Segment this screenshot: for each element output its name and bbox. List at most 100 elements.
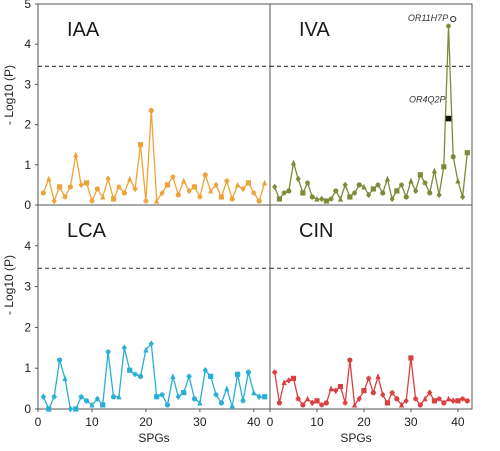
lca-data-point bbox=[121, 344, 127, 351]
iaa-data-point bbox=[137, 142, 144, 148]
series-layer bbox=[40, 15, 470, 413]
lca-data-point bbox=[256, 393, 262, 400]
lca-data-point bbox=[175, 393, 181, 400]
iva-data-point bbox=[436, 191, 442, 199]
iva-data-point bbox=[460, 193, 466, 201]
iva-panel-label: IVA bbox=[299, 19, 330, 41]
iva-data-point bbox=[431, 167, 438, 174]
iaa-data-point bbox=[127, 175, 133, 182]
iaa-data-point bbox=[148, 107, 154, 114]
cin-data-point bbox=[272, 369, 278, 375]
lca-data-point bbox=[105, 349, 111, 355]
iaa-data-point bbox=[132, 185, 138, 193]
cin-panel-label: CIN bbox=[299, 220, 333, 242]
y-tick-label: 4 bbox=[24, 37, 31, 51]
iva-data-point bbox=[337, 195, 344, 202]
iva-data-point bbox=[380, 190, 386, 196]
iaa-data-point bbox=[116, 184, 122, 190]
iaa-data-point bbox=[78, 181, 84, 189]
lca-data-point bbox=[159, 392, 165, 398]
star-mark-stroke bbox=[375, 182, 381, 188]
iaa-data-point bbox=[94, 186, 100, 192]
lca-data-point bbox=[40, 393, 46, 400]
iaa-data-point bbox=[89, 198, 95, 204]
annotation-label: OR11H7P bbox=[408, 13, 448, 23]
lca-data-point bbox=[218, 400, 225, 406]
star-mark-stroke bbox=[52, 394, 57, 399]
x-axis-title-left: SPGs bbox=[138, 431, 169, 445]
star-mark-stroke bbox=[413, 396, 418, 401]
x-tick-label: 20 bbox=[357, 415, 371, 429]
iaa-data-point bbox=[40, 190, 46, 196]
star-mark-stroke bbox=[116, 184, 122, 190]
lca-data-point bbox=[89, 401, 95, 408]
iaa-data-point bbox=[56, 184, 63, 190]
plot-frame bbox=[37, 3, 473, 410]
iaa-data-point bbox=[224, 178, 230, 184]
y-tick-label: 1 bbox=[24, 158, 31, 172]
lca-data-point bbox=[181, 390, 187, 396]
star-mark-stroke bbox=[62, 194, 68, 200]
cin-data-point bbox=[431, 398, 438, 404]
iva-data-point bbox=[342, 181, 348, 189]
star-mark-stroke bbox=[446, 23, 451, 29]
cin-data-point bbox=[445, 395, 452, 402]
lca-data-point bbox=[208, 373, 214, 379]
iva-data-point bbox=[375, 182, 381, 188]
cin-data-point bbox=[394, 396, 400, 402]
iaa-data-point bbox=[191, 184, 198, 190]
iva-data-point bbox=[328, 196, 334, 202]
star-mark-stroke bbox=[197, 194, 203, 200]
iaa-data-point bbox=[170, 174, 176, 180]
iaa-panel-label: IAA bbox=[67, 19, 100, 41]
iva-data-point bbox=[347, 194, 353, 200]
iaa-data-point bbox=[229, 196, 235, 202]
iva-data-point bbox=[427, 190, 433, 196]
y-tick-label: 0 bbox=[24, 198, 31, 212]
cin-data-point bbox=[323, 400, 329, 406]
iva-data-point bbox=[450, 154, 456, 160]
iaa-data-point bbox=[159, 189, 165, 197]
star-mark-stroke bbox=[436, 396, 442, 401]
lca-data-point bbox=[170, 373, 176, 379]
star-mark-stroke bbox=[352, 190, 357, 196]
cin-data-point bbox=[304, 395, 311, 402]
iaa-data-point bbox=[121, 190, 127, 196]
lca-data-point bbox=[235, 371, 241, 377]
iva-data-point bbox=[408, 177, 414, 184]
star-mark-stroke bbox=[89, 198, 95, 204]
lca-data-point bbox=[73, 406, 79, 412]
lca-data-point bbox=[197, 399, 203, 406]
cin-data-point bbox=[389, 390, 395, 396]
iva-data-point bbox=[413, 187, 419, 195]
cin-data-point bbox=[333, 387, 339, 394]
iva-data-point bbox=[272, 183, 278, 191]
lca-data-point bbox=[137, 373, 144, 379]
cin-data-point bbox=[370, 390, 376, 396]
x-tick-label: 40 bbox=[247, 415, 261, 429]
y-tick-label: 0 bbox=[24, 402, 31, 416]
lca-data-point bbox=[202, 367, 208, 374]
x-tick-label: 30 bbox=[404, 415, 418, 429]
y-tick-label: 3 bbox=[24, 280, 31, 294]
iva-data-point bbox=[455, 177, 461, 184]
lca-data-point bbox=[67, 405, 73, 413]
lca-data-point bbox=[148, 340, 154, 347]
iaa-data-point bbox=[208, 187, 214, 194]
cin-data-point bbox=[309, 399, 315, 407]
y-axis-title-top: - Log10 (P) bbox=[2, 65, 16, 125]
star-mark-stroke bbox=[422, 180, 428, 186]
cin-data-point bbox=[295, 396, 301, 402]
iva-data-point bbox=[290, 159, 297, 166]
y-tick-label: 5 bbox=[24, 0, 31, 11]
star-mark-stroke bbox=[251, 190, 256, 196]
iaa-data-point bbox=[181, 177, 187, 184]
star-mark-stroke bbox=[319, 402, 324, 408]
lca-data-point bbox=[56, 357, 63, 363]
x-tick-label: 10 bbox=[310, 415, 324, 429]
iaa-data-point bbox=[213, 181, 219, 189]
y-tick-label: 2 bbox=[24, 118, 31, 132]
star-mark-stroke bbox=[328, 196, 334, 202]
iva-data-point bbox=[370, 186, 376, 192]
